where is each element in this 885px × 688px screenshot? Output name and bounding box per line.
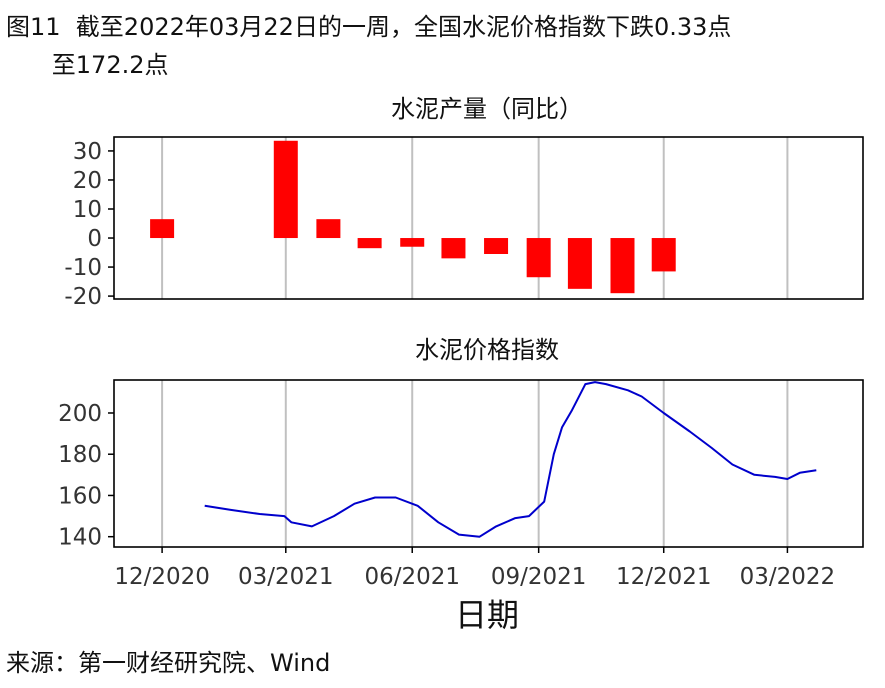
figure-source: 来源：第一财经研究院、Wind: [6, 649, 331, 677]
bar-y-tick-label: 20: [73, 168, 102, 194]
line-y-tick-label: 140: [58, 525, 102, 551]
x-tick-label: 03/2022: [740, 564, 836, 590]
x-tick-label: 09/2021: [491, 564, 587, 590]
bar-2021-08: [484, 238, 509, 254]
line-panel-border: [113, 379, 864, 548]
bar-2020-12: [150, 219, 175, 239]
bar-series: [150, 140, 676, 294]
x-axis-label: 日期: [455, 596, 519, 634]
line-panel-y-axis: 140 160 180 200: [58, 401, 114, 551]
bar-y-tick-label: 0: [87, 226, 102, 252]
bar-panel-border: [113, 136, 864, 300]
bar-2021-11: [610, 238, 635, 294]
bar-panel-grid: [161, 137, 789, 299]
cement-price-index-line: [204, 381, 817, 538]
bar-y-tick-label: 30: [73, 139, 102, 165]
bar-2021-06: [400, 238, 425, 247]
x-axis: 12/2020 03/2021 06/2021 09/2021 12/2021 03/20…: [114, 547, 835, 590]
bar-2021-05: [357, 238, 382, 249]
line-panel-grid: [161, 380, 789, 547]
bar-y-tick-label: -10: [64, 255, 102, 281]
line-series: [204, 381, 817, 538]
x-tick-label: 12/2021: [616, 564, 712, 590]
x-tick-label: 12/2020: [114, 564, 210, 590]
bar-y-tick-label: -20: [64, 284, 102, 310]
bar-2021-07: [441, 238, 466, 259]
line-y-tick-label: 180: [58, 442, 102, 468]
bar-2021-04: [316, 219, 341, 239]
x-tick-label: 03/2021: [238, 564, 334, 590]
bar-2021-03: [273, 140, 298, 239]
bar-2021-12: [651, 238, 676, 272]
x-tick-label: 06/2021: [364, 564, 460, 590]
line-y-tick-label: 200: [58, 401, 102, 427]
bar-2021-10: [567, 238, 592, 289]
line-y-tick-label: 160: [58, 483, 102, 509]
bar-panel-title: 水泥产量（同比）: [391, 95, 583, 123]
bar-y-tick-label: 10: [73, 197, 102, 223]
bar-2021-09: [526, 238, 551, 278]
figure-title: 图11 截至2022年03月22日的一周，全国水泥价格指数下跌0.33点 至17…: [6, 13, 732, 79]
line-panel-title: 水泥价格指数: [415, 336, 559, 364]
bar-panel-y-axis: -20 -10 0 10 20 30: [64, 139, 114, 310]
